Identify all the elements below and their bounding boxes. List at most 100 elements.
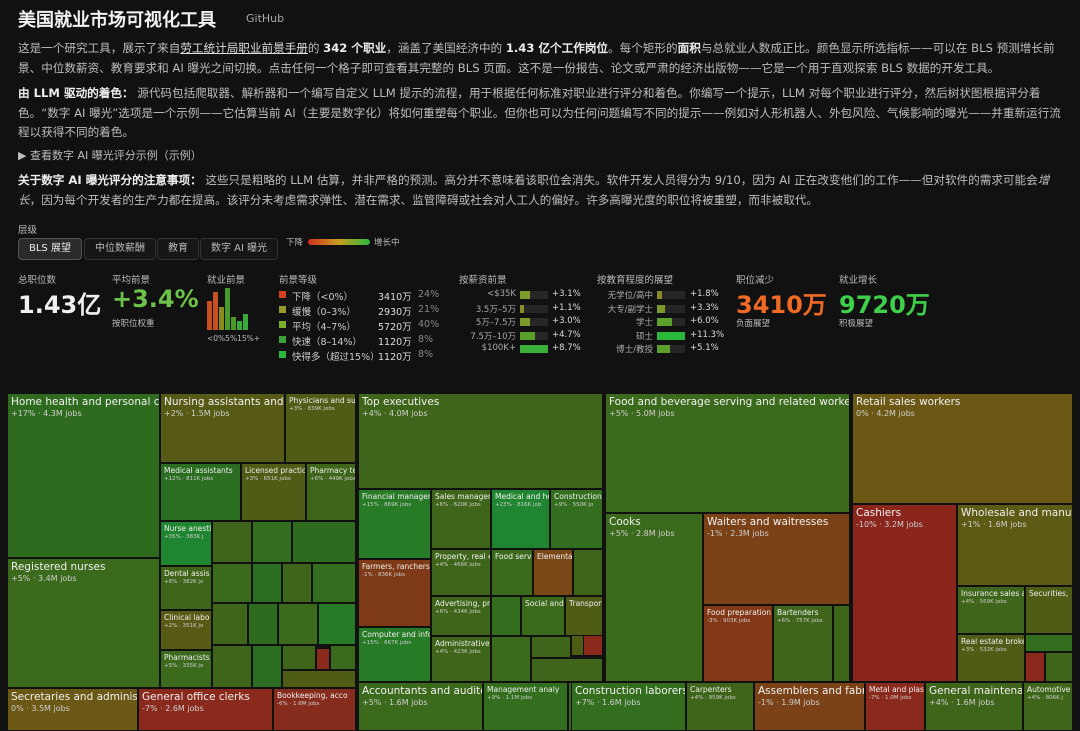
treemap-cell[interactable] — [491, 636, 531, 682]
details-toggle[interactable]: ▶ 查看数字 AI 曝光评分示例（示例） — [18, 149, 202, 162]
treemap-cell[interactable] — [282, 670, 356, 688]
grade-jobs: 5720万 — [378, 322, 412, 333]
treemap-cell[interactable] — [312, 563, 356, 603]
link[interactable]: 劳工统计局职业前景手册 — [180, 41, 308, 55]
treemap-cell[interactable]: Financial manager +15% · 869K jobs — [358, 489, 431, 559]
tab[interactable]: 中位数薪酬 — [84, 238, 156, 260]
treemap-cell[interactable] — [531, 658, 603, 682]
treemap-cell[interactable]: Dental assis +6% · 382K jo — [160, 566, 212, 610]
cell-name: Automotive — [1027, 685, 1071, 694]
treemap-cell[interactable]: Metal and plas -7% · 1.0M jobs — [865, 682, 925, 731]
treemap-cell[interactable] — [292, 521, 356, 563]
treemap-cell[interactable]: Medical assistants +12% · 811K jobs — [160, 463, 241, 521]
tab[interactable]: BLS 展望 — [18, 238, 82, 260]
treemap-cell[interactable]: Food preparation -3% · 903K jobs — [703, 605, 773, 682]
treemap-cell[interactable]: Retail sales workers 0% · 4.2M jobs — [852, 393, 1073, 504]
treemap-cell[interactable] — [212, 603, 248, 645]
treemap-cell[interactable] — [316, 648, 330, 670]
treemap-cell[interactable]: Secretaries and administra0% · 3.5M jobs — [7, 688, 138, 731]
treemap-cell[interactable] — [212, 521, 252, 563]
treemap-cell[interactable]: Licensed practic +3% · 651K jobs — [241, 463, 306, 521]
treemap-cell[interactable] — [330, 645, 356, 670]
treemap-cell[interactable]: Management analy +9% · 1.1M jobs — [483, 682, 568, 731]
treemap-cell[interactable]: Medical and he +23% · 816K job — [491, 489, 550, 549]
treemap-cell[interactable] — [491, 596, 521, 636]
bar-track — [657, 345, 685, 353]
treemap-cell[interactable] — [282, 563, 312, 603]
treemap-cell[interactable]: Clinical labo +2% · 351K jo — [160, 610, 212, 650]
tab[interactable]: 数字 AI 曝光 — [200, 238, 279, 260]
treemap-cell[interactable] — [252, 563, 282, 603]
treemap-cell[interactable]: Carpenters +4% · 959K jobs — [686, 682, 754, 731]
treemap-cell[interactable]: Food serv — [491, 549, 533, 596]
treemap-cell[interactable]: Insurance sales a +4% · 569K jobs — [957, 586, 1025, 634]
treemap-cell[interactable]: Physicians and su +3% · 839K jobs — [285, 393, 356, 463]
histogram-bar — [219, 306, 224, 330]
treemap-cell[interactable]: Food and beverage serving and related wo… — [605, 393, 850, 513]
bar-track — [520, 304, 548, 313]
treemap-cell[interactable]: Social and — [521, 596, 565, 636]
treemap-cell[interactable]: Advertising, pr +6% · 434K jobs — [431, 596, 491, 636]
treemap-cell[interactable] — [212, 645, 252, 688]
treemap-cell[interactable]: Bookkeeping, acco -6% · 1.6M jobs — [273, 688, 356, 731]
treemap-cell[interactable]: Construction +9% · 550K jo — [550, 489, 603, 549]
treemap-cell[interactable]: Administrative +4% · 423K jobs — [431, 636, 491, 682]
grade-jobs: 2930万 — [378, 307, 412, 318]
treemap-cell[interactable]: Pharmacists +5% · 335K jo — [160, 650, 212, 688]
treemap-cell[interactable]: Cooks +5% · 2.8M jobs — [605, 513, 703, 682]
treemap-cell[interactable]: Property, real e +4% · 466K jobs — [431, 549, 491, 596]
row-label: 5万–7.5万 — [475, 318, 516, 328]
treemap-cell[interactable]: Assemblers and fabri -1% · 1.9M jobs — [754, 682, 865, 731]
github-link[interactable]: GitHub — [246, 12, 285, 25]
treemap-cell[interactable] — [318, 603, 356, 645]
treemap-cell[interactable] — [212, 563, 252, 603]
treemap-cell[interactable]: Securities, — [1025, 586, 1073, 634]
treemap-cell[interactable] — [252, 521, 292, 563]
treemap-cell[interactable]: Farmers, ranchers -1% · 836K jobs — [358, 559, 431, 627]
treemap-cell[interactable]: Transport — [565, 596, 603, 636]
treemap-cell[interactable]: Construction laborers +7% · 1.6M jobs — [571, 682, 686, 731]
text: 这是一个研究工具，展示了来自 — [18, 41, 181, 55]
tab[interactable]: 教育 — [157, 238, 199, 260]
title: 美国就业市场可视化工具 — [18, 10, 216, 31]
treemap-cell[interactable]: Top executives +4% · 4.0M jobs — [358, 393, 603, 489]
cell-sub: +5% · 3.4M jobs — [11, 574, 77, 583]
treemap-cell[interactable] — [282, 645, 316, 670]
treemap-cell[interactable]: Accountants and auditor +5% · 1.6M jobs — [358, 682, 483, 731]
treemap-cell[interactable] — [1025, 634, 1073, 652]
treemap-cell[interactable]: Real estate broke +3% · 532K jobs — [957, 634, 1025, 682]
treemap-cell[interactable] — [833, 605, 850, 682]
treemap-cell[interactable]: Pharmacy te +6% · 449K jobs — [306, 463, 356, 521]
treemap-cell[interactable] — [573, 549, 603, 596]
cell-name: Real estate broke — [961, 637, 1025, 646]
text: 342 个职业 — [323, 41, 387, 55]
cell-sub: +5% · 1.6M jobs — [362, 698, 428, 707]
grade-swatch — [279, 336, 286, 343]
cell-sub: +2% · 1.5M jobs — [164, 409, 230, 418]
treemap-cell[interactable] — [1045, 652, 1073, 682]
cell-name: Retail sales workers — [856, 396, 961, 408]
treemap-cell[interactable] — [1025, 652, 1045, 682]
text: ，因为每个开发者的生产力都在提高。该评分未考虑需求弹性、潜在需求、监管障碍或社会… — [29, 192, 818, 207]
treemap-cell[interactable] — [252, 645, 282, 688]
cell-sub: 0% · 3.5M jobs — [11, 704, 70, 713]
treemap-cell[interactable] — [278, 603, 318, 645]
treemap-cell[interactable]: Registered nurses +5% · 3.4M jobs — [7, 558, 160, 688]
treemap-cell[interactable]: Bartenders +6% · 757K jobs — [773, 605, 833, 682]
treemap-cell[interactable] — [248, 603, 278, 645]
histogram — [207, 288, 267, 330]
treemap-cell[interactable]: Computer and info +15% · 667K jobs — [358, 627, 431, 682]
treemap-cell[interactable]: Sales manager +6% · 620K jobs — [431, 489, 491, 549]
treemap-cell[interactable]: Elementa — [533, 549, 573, 596]
treemap-cell[interactable]: Waiters and waitresses -1% · 2.3M jobs — [703, 513, 850, 605]
treemap-cell[interactable]: Nursing assistants and o +2% · 1.5M jobs — [160, 393, 285, 463]
treemap-cell[interactable]: General office clerks -7% · 2.6M jobs — [138, 688, 273, 731]
treemap-cell[interactable]: Automotive +4% · 806K j — [1023, 682, 1073, 731]
treemap-cell[interactable]: General maintenanc+4% · 1.6M jobs — [925, 682, 1023, 731]
treemap-cell[interactable]: Nurse anestl +35% · 383K j — [160, 521, 212, 566]
treemap-cell[interactable]: Wholesale and manufa +1% · 1.6M jobs — [957, 504, 1073, 586]
text: 与总就业人数成正比。颜色显示所选指标——可以在 BLS 预测增长前景、中位数薪资… — [18, 41, 1055, 75]
treemap-cell[interactable] — [531, 636, 571, 658]
treemap-cell[interactable]: Cashiers -10% · 3.2M jobs — [852, 504, 957, 682]
treemap-cell[interactable]: Home health and personal care +17% · 4.3M… — [7, 393, 160, 558]
